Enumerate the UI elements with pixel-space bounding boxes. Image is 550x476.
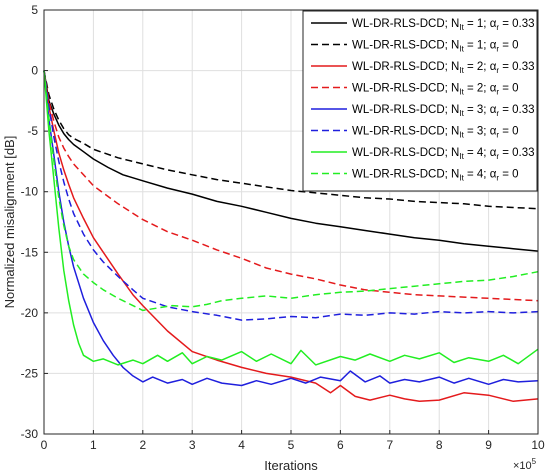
x-exponent-power: 5 [532, 457, 537, 466]
series-line-6 [43, 70, 539, 321]
y-tick-label: -10 [21, 185, 39, 199]
legend-entry-3: WL-DR-RLS-DCD; NIt = 2; αr = 0.33 [352, 61, 535, 75]
ticks: 0 1 2 3 4 5 6 7 8 9 10 5 0 -5 -10 -15 -20 -25 -30 [21, 3, 545, 452]
x-tick-label: 7 [386, 438, 393, 452]
x-axis-label: Iterations [264, 458, 318, 473]
x-tick-label: 6 [337, 438, 344, 452]
y-tick-label: -25 [21, 366, 39, 380]
x-tick-label: 0 [41, 438, 48, 452]
legend-entry-1: WL-DR-RLS-DCD; NIt = 1; αr = 0.33 [352, 18, 535, 32]
legend: WL-DR-RLS-DCD; NIt = 1; αr = 0.33 WL-DR-R… [302, 10, 538, 192]
x-tick-label: 4 [238, 438, 245, 452]
y-tick-label: 5 [31, 3, 38, 17]
x-tick-label: 9 [485, 438, 492, 452]
y-tick-label: -15 [21, 245, 39, 259]
series-line-4 [43, 70, 539, 302]
y-tick-label: 0 [31, 64, 38, 78]
x-exponent-base: ×10 [513, 460, 532, 472]
legend-entry-4: WL-DR-RLS-DCD; NIt = 2; αr = 0 [352, 83, 519, 97]
legend-entry-7: WL-DR-RLS-DCD; NIt = 4; αr = 0.33 [352, 147, 535, 161]
legend-entry-8: WL-DR-RLS-DCD; NIt = 4; αr = 0 [352, 169, 519, 183]
legend-entry-5: WL-DR-RLS-DCD; NIt = 3; αr = 0.33 [352, 104, 535, 118]
y-axis-label: Normalized misalignment [dB] [2, 136, 17, 309]
legend-box [302, 10, 538, 192]
series-line-7 [43, 70, 539, 366]
series-line-5 [43, 70, 539, 387]
x-axis-exponent: ×105 [513, 457, 537, 472]
x-tick-label: 1 [90, 438, 97, 452]
series-line-3 [43, 70, 539, 403]
x-tick-label: 10 [531, 438, 545, 452]
series-layer [43, 70, 539, 403]
y-tick-label: -20 [21, 306, 39, 320]
series-line-1 [43, 70, 539, 252]
y-tick-label: -30 [21, 427, 39, 441]
x-tick-label: 3 [189, 438, 196, 452]
x-tick-label: 8 [436, 438, 443, 452]
legend-entry-6: WL-DR-RLS-DCD; NIt = 3; αr = 0 [352, 126, 519, 140]
series-line-8 [43, 70, 539, 312]
legend-entry-2: WL-DR-RLS-DCD; NIt = 1; αr = 0 [352, 40, 519, 54]
series-line-2 [43, 70, 539, 210]
y-tick-label: -5 [27, 124, 38, 138]
x-tick-label: 5 [288, 438, 295, 452]
x-tick-label: 2 [139, 438, 146, 452]
